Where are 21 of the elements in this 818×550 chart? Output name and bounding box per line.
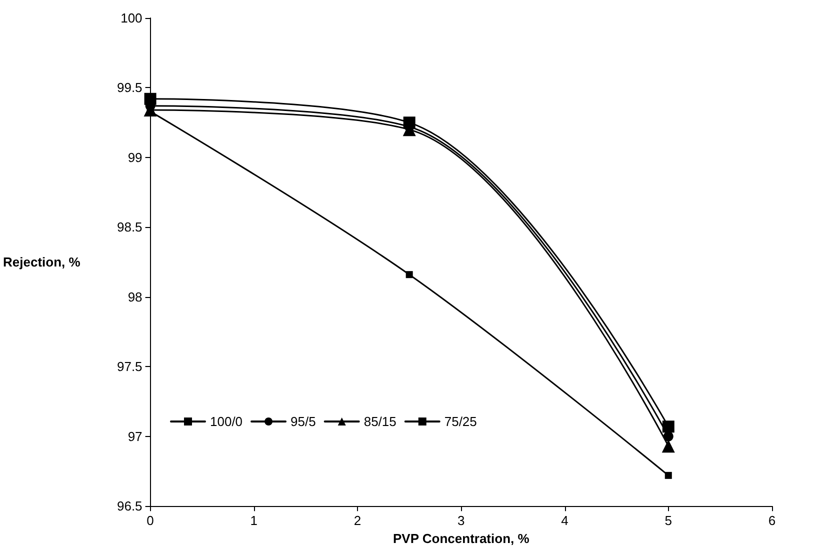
legend-label: 100/0 — [210, 414, 243, 429]
x-axis-title: PVP Concentration, % — [393, 531, 530, 546]
x-tick-label: 2 — [354, 513, 362, 528]
y-tick-label: 99.5 — [116, 80, 142, 96]
x-tick-label: 3 — [458, 513, 465, 528]
y-tick-label: 96.5 — [116, 498, 142, 514]
y-tick-label: 97 — [128, 428, 142, 444]
x-tick-label: 4 — [561, 513, 568, 528]
y-axis-title: Rejection, % — [3, 254, 81, 270]
x-tick-label: 5 — [664, 513, 672, 528]
y-tick-label: 98 — [128, 289, 142, 304]
y-tick-label: 98.5 — [116, 220, 142, 235]
y-tick-label: 100 — [120, 10, 142, 26]
legend-label: 75/25 — [444, 414, 477, 429]
x-tick-label: 6 — [768, 513, 776, 528]
x-tick-label: 0 — [146, 513, 154, 528]
legend-label: 85/15 — [364, 414, 396, 429]
y-tick-label: 99 — [128, 150, 142, 165]
legend-label: 95/5 — [290, 414, 316, 429]
y-tick-label: 97.5 — [116, 359, 142, 374]
x-tick-label: 1 — [250, 513, 258, 528]
